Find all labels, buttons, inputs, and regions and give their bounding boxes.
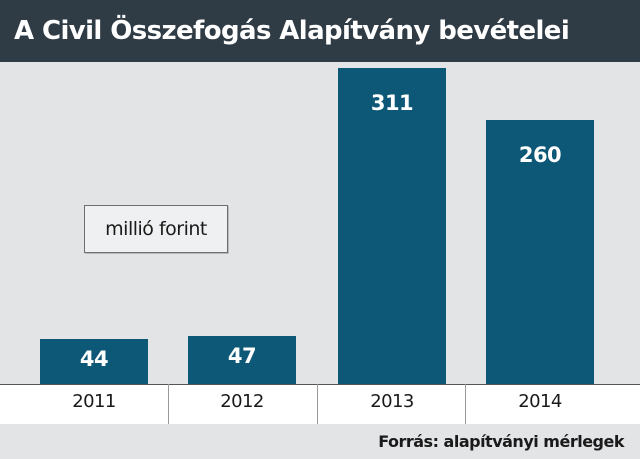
data-label-2014: 260 bbox=[518, 143, 562, 167]
bar-2012 bbox=[188, 336, 296, 384]
source-band bbox=[0, 424, 640, 459]
source-note: Forrás: alapítványi mérlegek bbox=[378, 432, 624, 451]
data-label-2011: 44 bbox=[79, 347, 109, 371]
bar-2011 bbox=[40, 339, 148, 384]
x-tick-label-2014: 2014 bbox=[518, 391, 562, 412]
axis-separator bbox=[317, 384, 318, 424]
chart-title: A Civil Összefogás Alapítvány bevételei bbox=[14, 16, 570, 46]
x-tick-label-2013: 2013 bbox=[370, 391, 414, 412]
data-label-2013: 311 bbox=[370, 91, 414, 115]
bar-2014 bbox=[486, 120, 594, 384]
unit-label: millió forint bbox=[84, 205, 228, 253]
x-axis bbox=[0, 384, 640, 424]
bar-2013 bbox=[338, 68, 446, 384]
data-label-2012: 47 bbox=[227, 344, 257, 368]
axis-separator bbox=[168, 384, 169, 424]
title-bar: A Civil Összefogás Alapítvány bevételei bbox=[0, 0, 640, 62]
axis-separator bbox=[465, 384, 466, 424]
x-tick-label-2012: 2012 bbox=[220, 391, 264, 412]
x-tick-label-2011: 2011 bbox=[72, 391, 116, 412]
